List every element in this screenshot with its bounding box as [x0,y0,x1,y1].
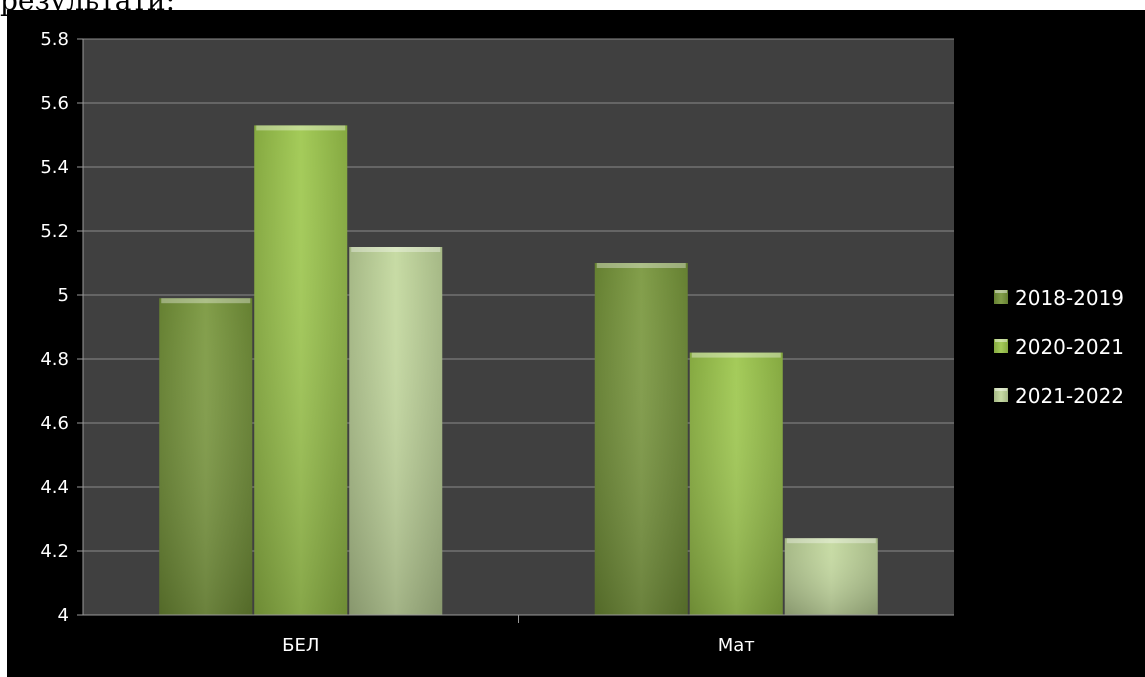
y-tick-label: 4 [58,605,69,626]
x-tick-label: Мат [718,635,755,656]
bars [159,125,878,616]
bar-highlight [351,247,441,252]
y-tick-label: 4.8 [40,349,69,370]
legend-swatch-highlight [995,388,1007,391]
legend: 2018-2019 2020-2021 2021-2022 [994,286,1124,408]
bar-shade [254,125,348,616]
legend-swatch-highlight [995,339,1007,342]
legend-label: 2018-2019 [1015,286,1124,310]
legend-swatch [994,290,1008,304]
legend-item: 2018-2019 [994,286,1124,310]
bar-2020-2021-БЕЛ [254,125,348,616]
y-tick-label: 5.8 [40,29,69,50]
bar-shade [689,352,783,615]
legend-swatch [994,388,1008,402]
bar-2018-2019-БЕЛ [159,298,253,615]
bar-shade [159,298,253,615]
y-tick-label: 5.6 [40,93,69,114]
bar-highlight [161,298,251,304]
legend-label: 2020-2021 [1015,335,1124,359]
bar-shade [349,247,443,615]
axes: 4 4.2 4.4 4.6 4.8 5 5.2 5.4 5.6 5.8 БЕЛ Мат [40,29,954,656]
bar-2021-2022-БЕЛ [349,247,443,615]
legend-swatch-highlight [995,290,1007,293]
chart-container: 4 4.2 4.4 4.6 4.8 5 5.2 5.4 5.6 5.8 БЕЛ Мат 2018-20… [7,10,1145,677]
bar-chart: 4 4.2 4.4 4.6 4.8 5 5.2 5.4 5.6 5.8 БЕЛ Мат 2018-20… [40,29,1124,656]
bar-highlight [691,352,781,358]
bar-2020-2021-Мат [689,352,783,615]
y-tick-label: 4.4 [40,477,69,498]
bar-shade [784,538,878,615]
y-tick-label: 5.4 [40,157,69,178]
legend-item: 2020-2021 [994,335,1124,359]
legend-label: 2021-2022 [1015,384,1124,408]
y-tick-label: 5 [58,285,69,306]
bar-highlight [596,263,686,268]
y-tick-label: 4.6 [40,413,69,434]
y-tick-label: 5.2 [40,221,69,242]
legend-item: 2021-2022 [994,384,1124,408]
legend-swatch [994,339,1008,353]
bar-2018-2019-Мат [594,263,688,615]
bar-shade [594,263,688,615]
bar-2021-2022-Мат [784,538,878,615]
bar-highlight [786,538,876,544]
bar-highlight [256,125,346,131]
x-tick-label: БЕЛ [282,635,319,656]
y-tick-label: 4.2 [40,541,69,562]
